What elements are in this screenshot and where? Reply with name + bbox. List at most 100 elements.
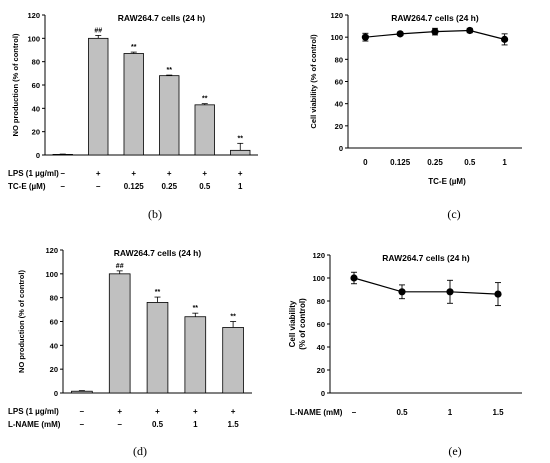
x-tick-label: 0 <box>363 158 368 167</box>
x-tick-label: 0.25 <box>427 158 443 167</box>
x-tick-label: 1.5 <box>492 408 504 417</box>
data-point <box>361 33 369 41</box>
treatment-sign: + <box>131 169 136 178</box>
y-tick-label: 100 <box>330 33 343 42</box>
y-tick-label: 80 <box>32 58 40 67</box>
data-point <box>398 288 406 296</box>
significance-mark: ** <box>202 96 208 103</box>
y-tick-label: 0 <box>54 389 58 398</box>
significance-mark: ** <box>193 305 199 312</box>
y-tick-label: 100 <box>312 274 325 283</box>
dose-label: – <box>80 420 85 429</box>
y-tick-label: 120 <box>312 251 325 260</box>
y-axis-label: NO production (% of control) <box>17 270 26 373</box>
treatment-sign: – <box>61 169 66 178</box>
chart-title: RAW264.7 cells (24 h) <box>382 253 470 263</box>
data-point <box>396 30 404 38</box>
treatment-sign: + <box>167 169 172 178</box>
dose-label: 0.5 <box>152 420 164 429</box>
y-tick-label: 60 <box>335 78 343 87</box>
y-tick-label: 40 <box>317 343 325 352</box>
y-tick-label: 40 <box>32 104 40 113</box>
x-tick-label: 0.125 <box>390 158 411 167</box>
bar <box>52 154 73 156</box>
bar <box>88 37 109 156</box>
y-tick-label: 120 <box>330 11 343 20</box>
data-point <box>494 290 502 298</box>
y-tick-label: 0 <box>339 144 343 153</box>
significance-mark: ## <box>116 263 124 270</box>
significance-mark: ** <box>155 289 161 296</box>
row-label-dose: TC-E (µM) <box>8 182 46 191</box>
y-tick-label: 20 <box>317 366 325 375</box>
row-label-dose: L-NAME (mM) <box>8 420 61 429</box>
y-tick-label: 20 <box>50 365 58 374</box>
y-tick-label: 80 <box>335 55 343 64</box>
y-tick-label: 40 <box>335 100 343 109</box>
row-label-lps: LPS (1 µg/ml) <box>8 169 59 178</box>
dose-label: – <box>96 182 101 191</box>
y-tick-label: 0 <box>36 151 40 160</box>
dose-label: 1 <box>193 420 198 429</box>
treatment-sign: + <box>155 407 160 416</box>
x-tick-label: – <box>352 408 357 417</box>
data-point <box>501 35 509 43</box>
x-tick-label: 0.5 <box>464 158 476 167</box>
y-tick-label: 100 <box>45 270 58 279</box>
panel-caption: (c) <box>447 207 460 221</box>
panel-caption: (e) <box>448 444 461 458</box>
x-tick-label: 1 <box>448 408 453 417</box>
y-axis-label-line2: (% of control) <box>298 298 307 350</box>
dose-label: 0.5 <box>199 182 211 191</box>
y-tick-label: 120 <box>45 246 58 255</box>
x-tick-label: 0.5 <box>396 408 408 417</box>
bar <box>159 75 180 156</box>
y-tick-label: 60 <box>50 318 58 327</box>
y-tick-label: 80 <box>50 294 58 303</box>
bar <box>108 273 131 394</box>
dose-label: – <box>117 420 122 429</box>
y-tick-label: 100 <box>27 34 40 43</box>
bar <box>222 327 244 394</box>
treatment-sign: + <box>193 407 198 416</box>
treatment-sign: + <box>202 169 207 178</box>
y-tick-label: 40 <box>50 341 58 350</box>
y-tick-label: 60 <box>32 81 40 90</box>
y-axis-label: NO production (% of control) <box>11 33 20 136</box>
y-tick-label: 20 <box>32 128 40 137</box>
data-point <box>446 288 454 296</box>
series-line <box>353 277 499 295</box>
chart-title: RAW264.7 cells (24 h) <box>391 13 479 23</box>
data-point <box>431 28 439 36</box>
bar <box>146 302 169 394</box>
data-point <box>350 274 358 282</box>
dose-label: 0.125 <box>124 182 145 191</box>
treatment-sign: + <box>238 169 243 178</box>
treatment-sign: + <box>96 169 101 178</box>
treatment-sign: + <box>231 407 236 416</box>
dose-label: 1.5 <box>228 420 240 429</box>
y-tick-label: 20 <box>335 122 343 131</box>
y-tick-label: 60 <box>317 320 325 329</box>
panel-caption: (d) <box>133 444 147 458</box>
x-axis-label: TC-E (µM) <box>428 177 466 186</box>
y-tick-label: 80 <box>317 297 325 306</box>
y-tick-label: 120 <box>27 11 40 20</box>
treatment-sign: + <box>117 407 122 416</box>
significance-mark: ** <box>167 67 173 74</box>
panel-caption: (b) <box>148 207 162 221</box>
dose-label: 0.25 <box>161 182 177 191</box>
x-axis-label: L-NAME (mM) <box>290 408 343 417</box>
bar <box>71 390 93 394</box>
chart-title: RAW264.7 cells (24 h) <box>114 248 202 258</box>
bar <box>230 149 251 156</box>
chart-title: RAW264.7 cells (24 h) <box>118 13 206 23</box>
data-point <box>466 26 474 35</box>
bar <box>194 104 215 156</box>
significance-mark: ** <box>131 44 137 51</box>
dose-label: – <box>61 182 66 191</box>
y-axis-label-line1: Cell viability <box>288 300 297 347</box>
significance-mark: ## <box>94 27 102 34</box>
significance-mark: ** <box>238 135 244 142</box>
